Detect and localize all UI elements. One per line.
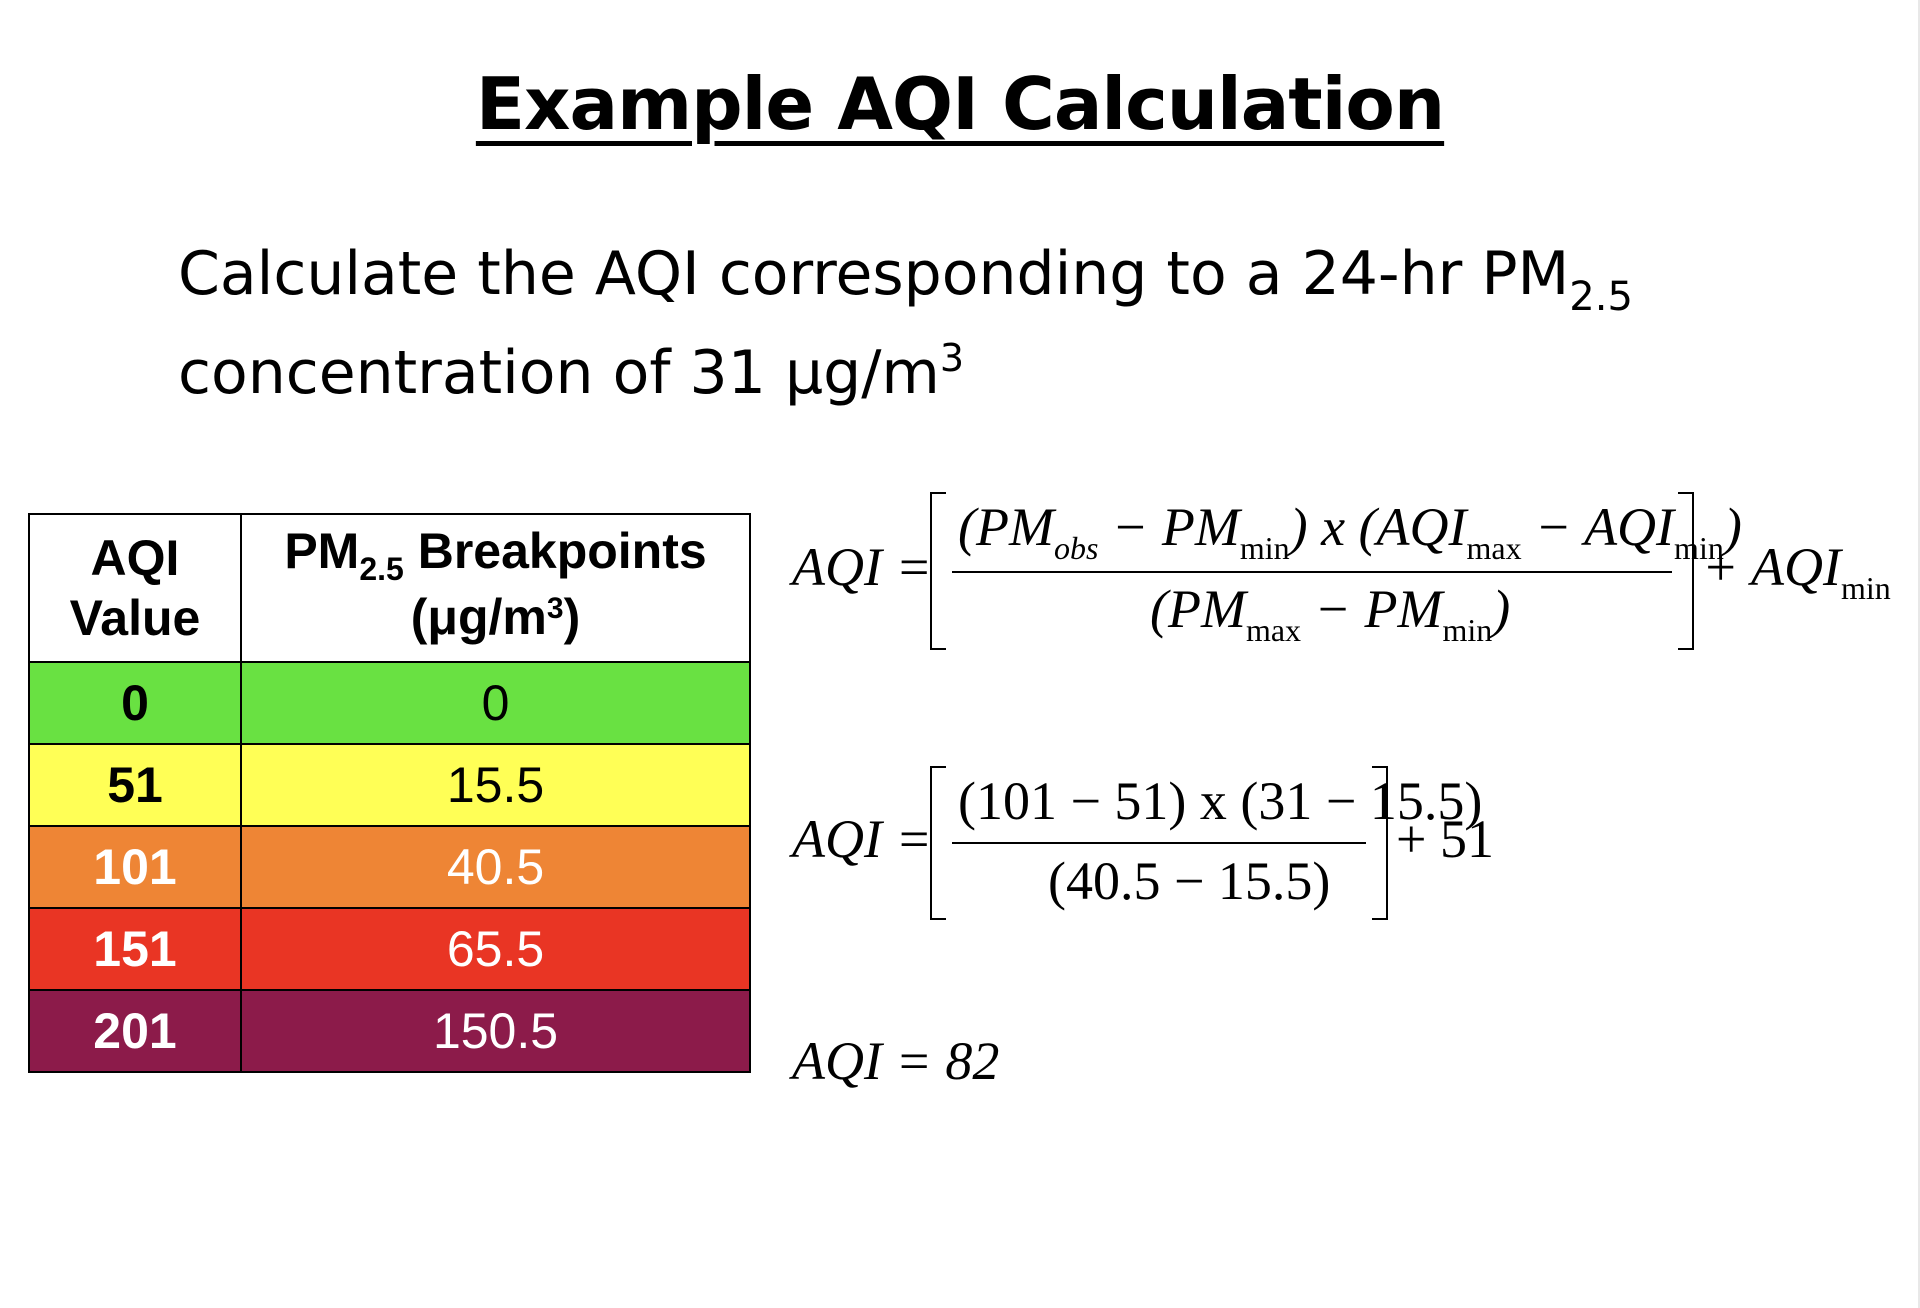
pm-cell: 150.5 bbox=[240, 989, 751, 1073]
table-row: 151 65.5 bbox=[28, 907, 751, 991]
aqi-cell: 151 bbox=[28, 907, 242, 991]
pm-cell: 40.5 bbox=[240, 825, 751, 909]
table-row: 0 0 bbox=[28, 661, 751, 745]
table-row: 101 40.5 bbox=[28, 825, 751, 909]
left-bracket bbox=[930, 492, 946, 650]
slide-edge bbox=[1918, 0, 1920, 1308]
left-bracket bbox=[930, 766, 946, 920]
substituted-numerator: (101 − 51) x (31 − 15.5) bbox=[958, 771, 1483, 831]
header-pm-breakpoints: PM2.5 Breakpoints (μg/m3) bbox=[240, 513, 751, 663]
substituted-fraction-bar bbox=[952, 842, 1366, 844]
general-fraction-bar bbox=[952, 571, 1672, 573]
table-row: 51 15.5 bbox=[28, 743, 751, 827]
aqi-cell: 101 bbox=[28, 825, 242, 909]
general-numerator: (PMobs − PMmin) x (AQImax − AQImin) bbox=[958, 497, 1742, 566]
header-aqi-value: AQI Value bbox=[28, 513, 242, 663]
question-text: Calculate the AQI corresponding to a 24-… bbox=[178, 228, 1738, 426]
substituted-equation-lhs: AQI = bbox=[792, 809, 932, 869]
pm-cell: 0 bbox=[240, 661, 751, 745]
pm-cell: 65.5 bbox=[240, 907, 751, 991]
question-line-1: Calculate the AQI corresponding to a 24-… bbox=[178, 239, 1633, 320]
right-bracket bbox=[1678, 492, 1694, 650]
table-row: 201 150.5 bbox=[28, 989, 751, 1073]
general-equation-lhs: AQI = bbox=[792, 537, 932, 597]
aqi-cell: 201 bbox=[28, 989, 242, 1073]
table-header-row: AQI Value PM2.5 Breakpoints (μg/m3) bbox=[28, 513, 751, 663]
aqi-cell: 51 bbox=[28, 743, 242, 827]
substituted-tail: + 51 bbox=[1396, 809, 1494, 869]
right-bracket bbox=[1372, 766, 1388, 920]
general-denominator: (PMmax − PMmin) bbox=[1150, 579, 1511, 648]
aqi-cell: 0 bbox=[28, 661, 242, 745]
question-line-2: concentration of 31 μg/m3 bbox=[178, 336, 965, 408]
slide-title: Example AQI Calculation bbox=[475, 62, 1445, 146]
result-text: AQI = 82 bbox=[792, 1031, 1000, 1091]
pm-cell: 15.5 bbox=[240, 743, 751, 827]
general-tail: + AQImin bbox=[1702, 537, 1891, 606]
breakpoint-table: AQI Value PM2.5 Breakpoints (μg/m3) 0 0 51… bbox=[28, 513, 751, 1073]
substituted-denominator: (40.5 − 15.5) bbox=[1048, 851, 1331, 911]
